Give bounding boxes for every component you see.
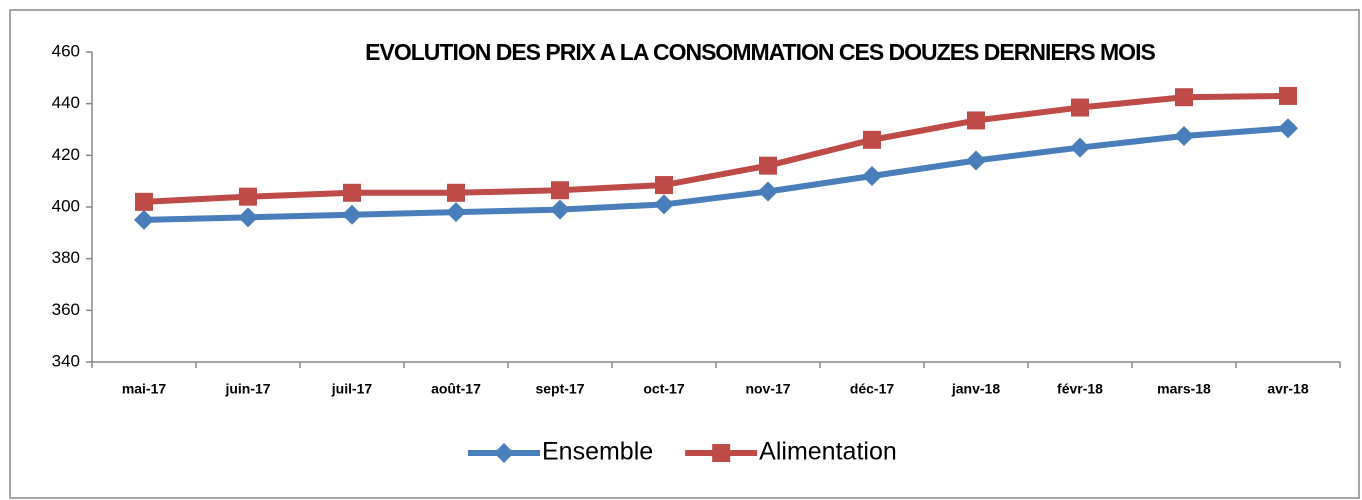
- point: [862, 166, 882, 186]
- point: [550, 199, 570, 220]
- point: [1070, 137, 1090, 158]
- y-tick-label: 400: [52, 196, 80, 215]
- point: [1071, 98, 1089, 117]
- x-tick-label: févr-18: [1057, 381, 1103, 397]
- series-line: [143, 92, 1289, 205]
- chart-frame: [9, 9, 1360, 499]
- legend-marker: [494, 443, 514, 463]
- y-tick-label: 340: [52, 351, 80, 370]
- y-tick-label: 460: [52, 41, 80, 60]
- point: [342, 204, 362, 225]
- y-tick-label: 420: [52, 145, 80, 164]
- point: [135, 192, 153, 211]
- point: [654, 194, 674, 215]
- y-tick-label: 380: [52, 248, 80, 267]
- point: [1279, 86, 1297, 105]
- point: [1175, 88, 1193, 107]
- legend-marker: [712, 444, 731, 462]
- y-tick-label: 360: [52, 300, 80, 319]
- point: [758, 181, 778, 202]
- point: [759, 156, 777, 175]
- x-tick-label: sept-17: [535, 381, 584, 397]
- x-tick-label: avr-18: [1267, 381, 1308, 397]
- x-tick-label: juil-17: [331, 381, 373, 397]
- point: [863, 130, 881, 149]
- x-tick-label: oct-17: [643, 381, 684, 397]
- point: [134, 209, 154, 230]
- point: [1174, 125, 1194, 146]
- x-tick-label: mars-18: [1157, 381, 1211, 397]
- x-tick-label: juin-17: [224, 381, 270, 397]
- point: [446, 202, 466, 223]
- point: [1278, 118, 1298, 139]
- point: [447, 183, 465, 202]
- legend-label: Ensemble: [542, 438, 653, 466]
- legend-label: Alimentation: [759, 438, 897, 466]
- x-tick-label: janv-18: [951, 381, 1000, 397]
- point: [343, 183, 361, 202]
- x-tick-label: nov-17: [745, 381, 790, 397]
- point: [966, 150, 986, 171]
- point: [967, 111, 985, 130]
- x-tick-label: août-17: [431, 381, 481, 397]
- series-line: [143, 125, 1289, 223]
- y-tick-label: 440: [52, 93, 80, 112]
- x-tick-label: déc-17: [850, 381, 895, 397]
- point: [655, 176, 673, 195]
- point: [551, 181, 569, 200]
- point: [239, 187, 257, 206]
- point: [238, 207, 258, 228]
- x-tick-label: mai-17: [122, 381, 167, 397]
- chart-title: EVOLUTION DES PRIX A LA CONSOMMATION CES…: [365, 39, 1155, 65]
